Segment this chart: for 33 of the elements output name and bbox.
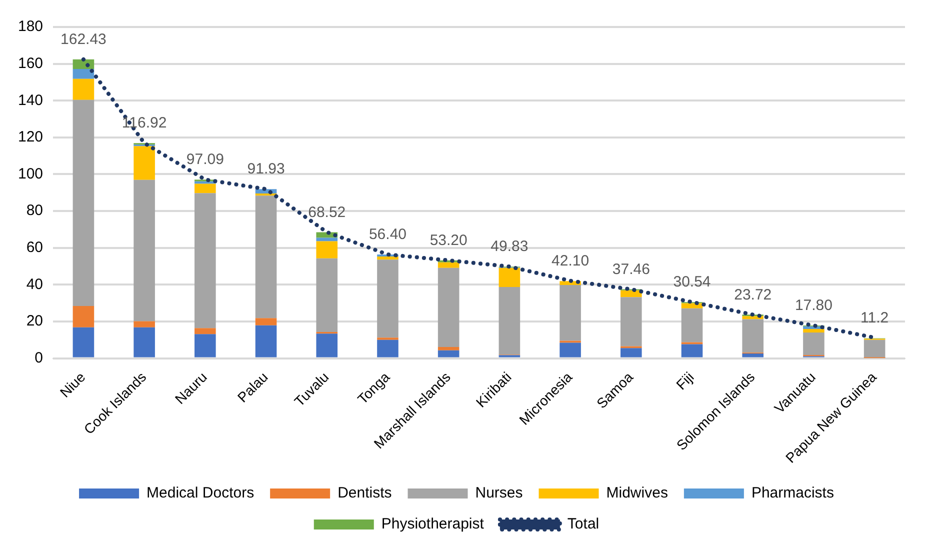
data-label: 68.52 [308, 204, 346, 221]
data-label: 30.54 [673, 274, 711, 291]
y-tick-label: 20 [26, 312, 44, 330]
legend-label: Total [567, 516, 600, 533]
data-label: 162.43 [60, 30, 106, 48]
x-tick-label: Niue [56, 368, 88, 400]
legend-label: Physiotherapist [381, 516, 485, 533]
legend-label: Medical Doctors [146, 484, 254, 502]
data-label: 11.2 [860, 309, 889, 326]
data-label: 42.10 [552, 252, 590, 270]
data-label: 56.40 [368, 226, 407, 244]
y-tick-label: 120 [18, 128, 44, 146]
y-tick-label: 100 [18, 165, 44, 182]
x-tick-label: Fiji [672, 368, 697, 393]
data-label: 37.46 [612, 260, 650, 278]
legend-label: Midwives [606, 484, 668, 502]
legend-label: Dentists [338, 484, 392, 502]
legend-label: Pharmacists [751, 484, 834, 502]
data-label: 53.20 [430, 232, 468, 249]
data-label: 97.09 [186, 151, 224, 168]
y-tick-label: 140 [18, 92, 44, 109]
y-tick-label: 160 [18, 54, 44, 72]
data-label: 116.92 [122, 114, 167, 132]
y-tick-label: 0 [34, 349, 44, 366]
data-label: 91.93 [247, 160, 285, 178]
y-tick-label: 60 [26, 238, 44, 256]
data-label: 17.80 [794, 297, 832, 314]
data-label: 49.83 [490, 238, 528, 256]
y-tick-label: 180 [18, 18, 44, 36]
legend-label: Nurses [475, 484, 523, 502]
data-label: 23.72 [734, 286, 772, 304]
y-tick-label: 80 [26, 202, 44, 220]
y-tick-label: 40 [26, 276, 44, 293]
